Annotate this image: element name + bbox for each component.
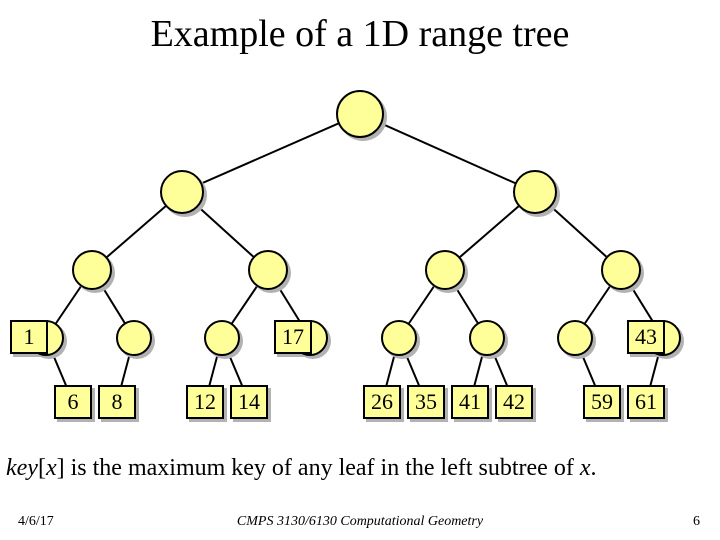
leaf-label: 14	[230, 385, 268, 419]
tree-leaf: 42	[495, 385, 533, 419]
leaf-label: 6	[54, 385, 92, 419]
leaf-label: 26	[363, 385, 401, 419]
tree-leaf: 59	[583, 385, 621, 419]
tree-leaf: 8	[98, 385, 136, 419]
leaf-label: 12	[186, 385, 224, 419]
tree-leaf: 1	[10, 320, 48, 354]
footer-course: CMPS 3130/6130 Computational Geometry	[0, 514, 720, 530]
caption-x2: x	[580, 455, 591, 481]
tree-leaf: 12	[186, 385, 224, 419]
tree-node	[204, 320, 240, 356]
leaf-label: 41	[451, 385, 489, 419]
tree-node	[601, 250, 641, 290]
caption-mid: is the maximum key of any leaf in the le…	[65, 455, 580, 481]
tree-leaf: 41	[451, 385, 489, 419]
tree-node	[557, 320, 593, 356]
leaf-label: 42	[495, 385, 533, 419]
leaf-label: 35	[407, 385, 445, 419]
footer-pagenum: 6	[693, 514, 700, 530]
tree-node	[160, 170, 204, 214]
leaf-label: 1	[10, 320, 48, 354]
tree-diagram: 1 17 43 68 1214 26354142 5961	[0, 60, 720, 450]
caption-period: .	[590, 455, 596, 481]
tree-node	[72, 250, 112, 290]
tree-node	[425, 250, 465, 290]
caption-x1: x	[46, 455, 57, 481]
caption-key: key	[6, 455, 38, 481]
tree-leaf: 6	[54, 385, 92, 419]
tree-node	[248, 250, 288, 290]
caption-key-word: key	[6, 455, 38, 481]
tree-leaf: 43	[627, 320, 665, 354]
caption-text: key[x] is the maximum key of any leaf in…	[0, 455, 720, 482]
tree-node	[381, 320, 417, 356]
tree-leaf: 17	[274, 320, 312, 354]
tree-leaf: 35	[407, 385, 445, 419]
leaf-label: 61	[627, 385, 665, 419]
slide-root: Example of a 1D range tree 1174368121426…	[0, 0, 720, 540]
slide-title: Example of a 1D range tree	[0, 12, 720, 56]
tree-node	[336, 90, 384, 138]
tree-leaf: 14	[230, 385, 268, 419]
leaf-label: 59	[583, 385, 621, 419]
leaf-label: 8	[98, 385, 136, 419]
leaf-label: 43	[627, 320, 665, 354]
caption-bracket-open: [	[38, 455, 46, 481]
tree-node	[513, 170, 557, 214]
caption-bracket-close: ]	[57, 455, 65, 481]
tree-leaf: 61	[627, 385, 665, 419]
tree-node	[116, 320, 152, 356]
tree-node	[469, 320, 505, 356]
tree-leaf: 26	[363, 385, 401, 419]
leaf-label: 17	[274, 320, 312, 354]
